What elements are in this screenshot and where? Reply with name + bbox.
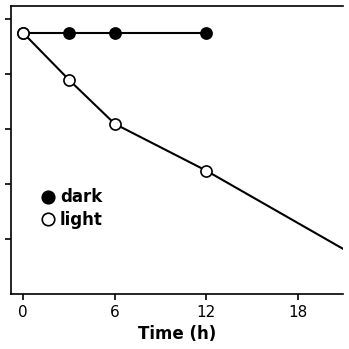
X-axis label: Time (h): Time (h) (138, 326, 216, 343)
Legend: dark, light: dark, light (35, 182, 109, 235)
